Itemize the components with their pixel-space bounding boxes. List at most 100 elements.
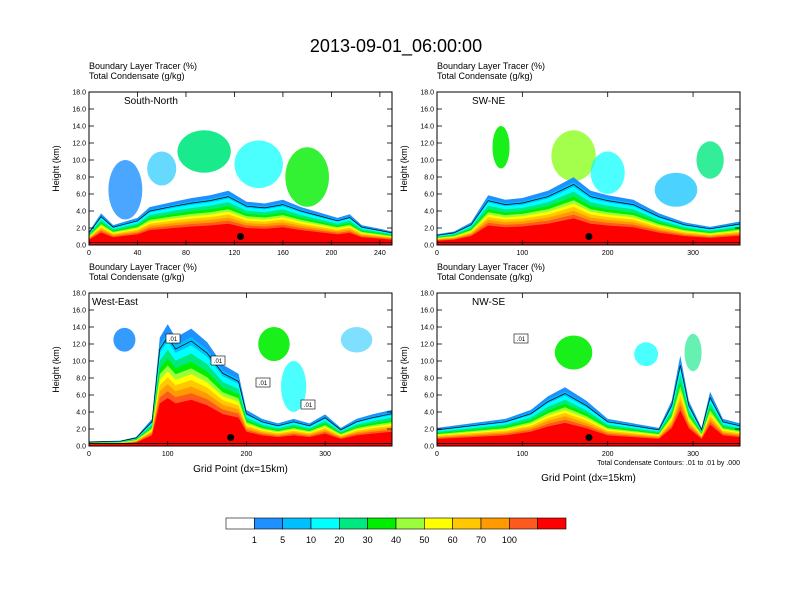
station-marker xyxy=(585,434,593,441)
y-tick-label: 4.0 xyxy=(424,410,434,417)
x-tick-label: 300 xyxy=(319,451,331,458)
x-tick-label: 200 xyxy=(326,250,338,257)
contour-label: Total Condensate (g/kg) xyxy=(89,272,185,282)
y-axis-label: Height (km) xyxy=(51,145,61,192)
colorbar-label: 60 xyxy=(448,535,458,545)
tracer-cloud xyxy=(108,160,143,220)
tracer-cloud xyxy=(285,147,329,207)
tracer-cloud xyxy=(634,342,659,367)
colorbar-label: 70 xyxy=(476,535,486,545)
chart-title: 2013-09-01_06:00:00 xyxy=(310,36,482,57)
panel-name: SW-NE xyxy=(472,96,505,107)
condensate-contour xyxy=(437,183,740,236)
y-tick-label: 2.0 xyxy=(424,427,434,434)
tracer-cloud xyxy=(590,151,625,194)
y-tick-label: 12.0 xyxy=(420,141,434,148)
x-tick-label: 0 xyxy=(435,451,439,458)
x-tick-label: 40 xyxy=(134,250,142,257)
tracer-band xyxy=(437,218,740,245)
panel-name: NW-SE xyxy=(472,297,505,308)
tracer-cloud xyxy=(234,140,283,189)
y-tick-label: 0.0 xyxy=(424,444,434,451)
colorbar-swatch xyxy=(452,517,482,530)
y-tick-label: 4.0 xyxy=(424,209,434,216)
colorbar-label: 50 xyxy=(419,535,429,545)
colorbar-swatch xyxy=(537,517,567,530)
x-axis-label: Grid Point (dx=15km) xyxy=(193,464,288,475)
contour-label-box xyxy=(300,399,316,410)
tracer-band xyxy=(437,410,740,446)
contour-label-text: .01 xyxy=(169,337,178,343)
panel-south-north: Boundary Layer Tracer (%)Total Condensat… xyxy=(51,61,393,257)
plot-frame xyxy=(88,292,393,447)
contour-label: Total Condensate (g/kg) xyxy=(89,71,185,81)
condensate-contour xyxy=(437,365,740,431)
colorbar-swatch xyxy=(310,517,340,530)
colorbar-swatch xyxy=(395,517,425,530)
y-tick-label: 6.0 xyxy=(76,192,86,199)
tracer-cloud xyxy=(492,126,510,169)
tracer-cloud xyxy=(696,141,724,179)
colorbar-swatch xyxy=(367,517,397,530)
contour-label-text: .01 xyxy=(259,381,268,387)
tracer-cloud xyxy=(113,327,136,352)
y-tick-label: 16.0 xyxy=(420,308,434,315)
x-tick-label: 200 xyxy=(602,451,614,458)
y-tick-label: 16.0 xyxy=(72,308,86,315)
tracer-cloud xyxy=(684,333,702,372)
plot-frame xyxy=(436,292,741,447)
x-tick-label: 0 xyxy=(87,451,91,458)
y-tick-label: 2.0 xyxy=(76,427,86,434)
y-axis-label: Height (km) xyxy=(399,145,409,192)
y-axis-label: Height (km) xyxy=(399,346,409,393)
colorbar-swatch xyxy=(282,517,312,530)
x-tick-label: 0 xyxy=(435,250,439,257)
y-tick-label: 10.0 xyxy=(420,158,434,165)
station-marker xyxy=(227,434,235,441)
field-label: Boundary Layer Tracer (%) xyxy=(89,262,197,272)
contour-label-box xyxy=(255,377,271,388)
panels-group: Boundary Layer Tracer (%)Total Condensat… xyxy=(51,61,741,484)
station-marker xyxy=(585,233,593,240)
y-tick-label: 6.0 xyxy=(424,393,434,400)
tracer-cloud xyxy=(177,130,231,173)
x-tick-label: 100 xyxy=(162,451,174,458)
colorbar-label: 1 xyxy=(252,535,257,545)
y-tick-label: 16.0 xyxy=(72,107,86,114)
tracer-field xyxy=(437,333,740,446)
colorbar-label: 100 xyxy=(502,535,517,545)
contour-label-box xyxy=(513,333,529,344)
y-tick-label: 14.0 xyxy=(420,325,434,332)
y-axis-label: Height (km) xyxy=(51,346,61,393)
contour-label-text: .01 xyxy=(214,359,223,365)
tracer-cloud xyxy=(654,172,698,207)
tracer-cloud xyxy=(340,327,373,353)
contour-label-text: .01 xyxy=(517,337,526,343)
y-tick-label: 8.0 xyxy=(76,376,86,383)
y-tick-label: 0.0 xyxy=(424,243,434,250)
panel-west-east: Boundary Layer Tracer (%)Total Condensat… xyxy=(51,262,393,475)
tracer-field xyxy=(437,126,740,245)
y-tick-label: 18.0 xyxy=(72,90,86,97)
x-tick-label: 200 xyxy=(602,250,614,257)
colorbar-swatch xyxy=(225,517,255,530)
y-tick-label: 8.0 xyxy=(424,376,434,383)
contour-label-box xyxy=(165,333,181,344)
panel-name: West-East xyxy=(92,297,138,308)
y-tick-label: 12.0 xyxy=(72,141,86,148)
colorbar-swatch xyxy=(254,517,283,530)
plot-frame xyxy=(436,91,741,246)
y-tick-label: 10.0 xyxy=(72,359,86,366)
colorbar-label: 40 xyxy=(391,535,401,545)
colorbar: 1 5 10 20 30 40 50 60 70 100 xyxy=(225,517,567,545)
tracer-cloud xyxy=(281,361,307,412)
contour-label-text: .01 xyxy=(304,403,313,409)
x-tick-label: 80 xyxy=(182,250,190,257)
contour-note: Total Condensate Contours: .01 to .01 by… xyxy=(597,460,740,467)
x-tick-label: 160 xyxy=(277,250,289,257)
y-tick-label: 6.0 xyxy=(424,192,434,199)
condensate-contour xyxy=(89,336,392,443)
x-axis-label: Grid Point (dx=15km) xyxy=(541,473,636,484)
y-tick-label: 14.0 xyxy=(72,325,86,332)
